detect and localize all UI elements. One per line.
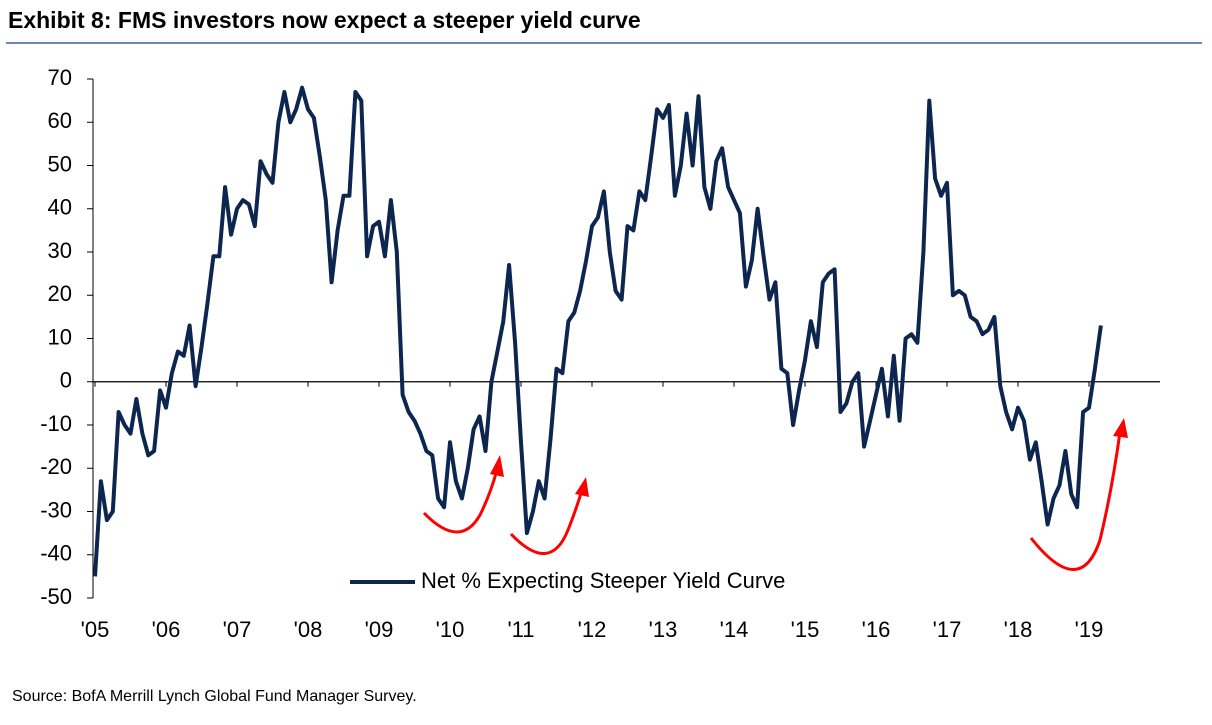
y-tick-label: 60 <box>48 108 72 133</box>
x-tick-label: '10 <box>436 617 465 642</box>
x-tick-label: '11 <box>507 617 534 642</box>
x-tick-label: '19 <box>1075 617 1104 642</box>
x-tick-label: '13 <box>649 617 678 642</box>
y-tick-label: 40 <box>48 195 72 220</box>
legend-label: Net % Expecting Steeper Yield Curve <box>421 568 785 593</box>
x-tick-label: '14 <box>720 617 749 642</box>
x-tick-label: '16 <box>862 617 891 642</box>
x-tick-label: '15 <box>791 617 820 642</box>
y-tick-label: -10 <box>40 411 72 436</box>
y-tick-label: -30 <box>40 497 72 522</box>
x-tick-label: '06 <box>152 617 181 642</box>
y-tick-label: -20 <box>40 454 72 479</box>
x-tick-label: '05 <box>81 617 110 642</box>
y-tick-label: -50 <box>40 584 72 609</box>
source-note: Source: BofA Merrill Lynch Global Fund M… <box>12 688 417 705</box>
y-tick-label: 10 <box>48 324 72 349</box>
x-tick-label: '18 <box>1004 617 1033 642</box>
x-tick-label: '12 <box>578 617 607 642</box>
chart-title: Exhibit 8: FMS investors now expect a st… <box>8 7 641 33</box>
y-tick-label: 20 <box>48 281 72 306</box>
x-tick-label: '07 <box>223 617 252 642</box>
y-tick-label: 0 <box>60 368 72 393</box>
y-tick-label: 30 <box>48 238 72 263</box>
y-tick-label: 70 <box>48 65 72 90</box>
x-tick-label: '09 <box>365 617 394 642</box>
arrow-heads <box>490 418 1128 497</box>
y-tick-label: 50 <box>48 151 72 176</box>
x-tick-label: '08 <box>294 617 323 642</box>
annotation-arrows <box>422 431 1122 571</box>
x-tick-label: '17 <box>933 617 962 642</box>
series-line <box>93 85 1103 577</box>
y-tick-label: -40 <box>40 541 72 566</box>
